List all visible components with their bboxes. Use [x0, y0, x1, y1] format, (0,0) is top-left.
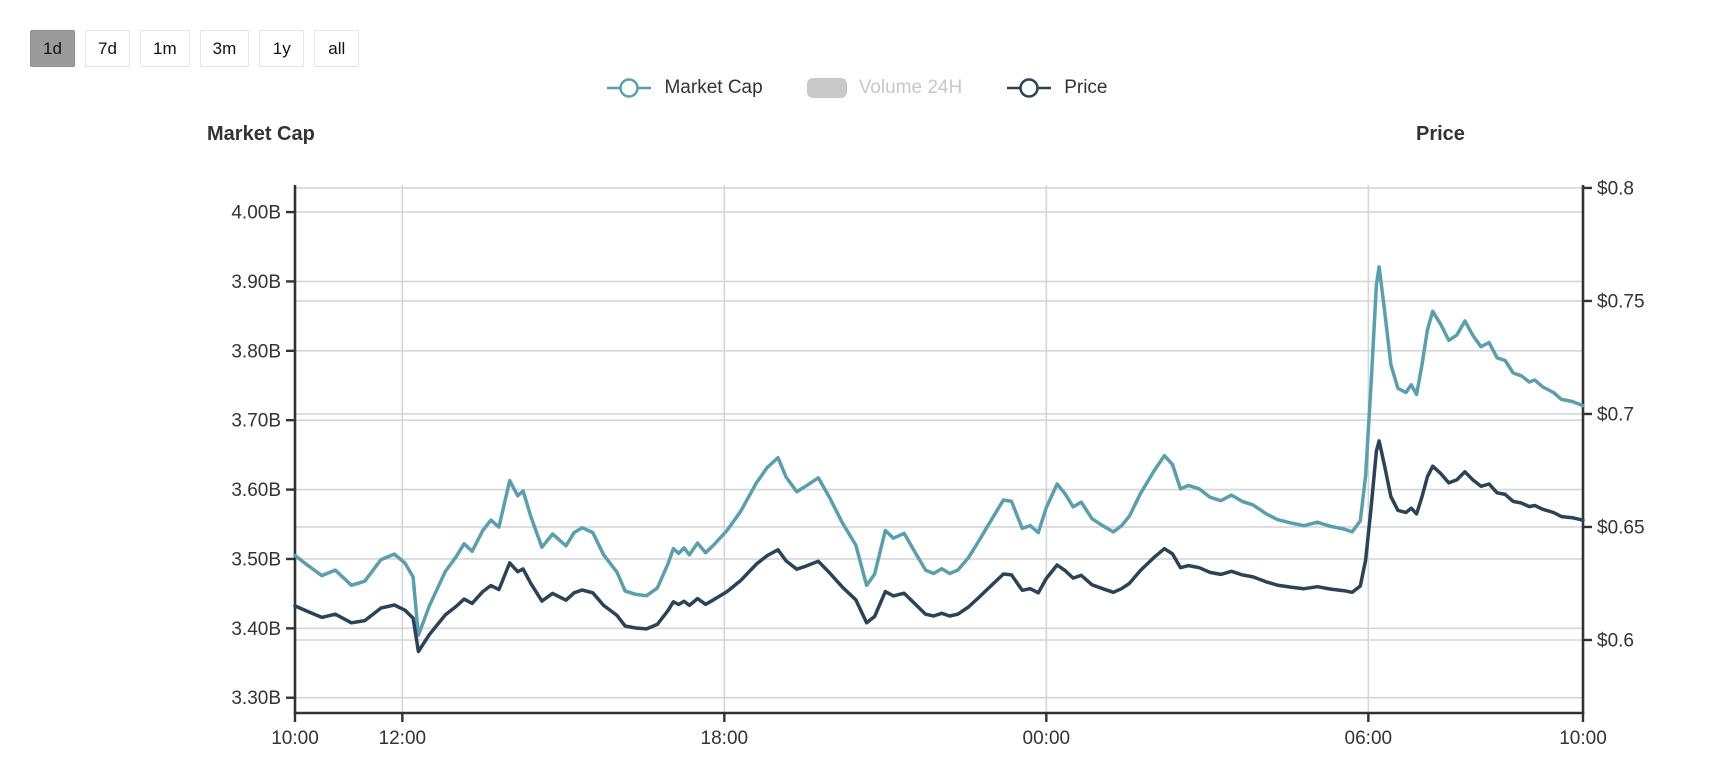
- left-tick-label: 3.50B: [231, 549, 281, 570]
- range-button-1d[interactable]: 1d: [30, 30, 75, 67]
- right-tick-label: $0.6: [1597, 630, 1634, 651]
- left-tick-label: 3.60B: [231, 480, 281, 501]
- series-line-price: [293, 439, 1585, 654]
- x-tick-label: 10:00: [271, 728, 319, 749]
- right-tick-label: $0.7: [1597, 404, 1634, 425]
- right-tick-label: $0.8: [1597, 178, 1634, 199]
- left-tick-label: 3.90B: [231, 272, 281, 293]
- chart-legend: Market Cap Volume 24H Price: [0, 70, 1714, 106]
- right-tick-label: $0.75: [1597, 291, 1645, 312]
- legend-label-volume-24h: Volume 24H: [858, 77, 963, 98]
- x-tick-label: 12:00: [379, 728, 427, 749]
- left-axis-title: Market Cap: [207, 123, 315, 145]
- range-button-1m[interactable]: 1m: [140, 30, 190, 67]
- left-tick-label: 4.00B: [231, 203, 281, 224]
- left-tick-label: 3.40B: [231, 619, 281, 640]
- left-tick-label: 3.30B: [231, 688, 281, 709]
- range-button-7d[interactable]: 7d: [85, 30, 130, 67]
- legend-item-volume-24h[interactable]: Volume 24H: [806, 77, 963, 99]
- line-marker-icon: [1007, 78, 1052, 98]
- range-button-all[interactable]: all: [314, 30, 360, 67]
- x-tick-label: 10:00: [1559, 728, 1607, 749]
- legend-label-market-cap: Market Cap: [664, 77, 763, 98]
- legend-item-market-cap[interactable]: Market Cap: [606, 76, 763, 100]
- right-tick-label: $0.65: [1597, 517, 1645, 538]
- right-axis-title: Price: [1416, 123, 1465, 145]
- line-marker-icon: [607, 78, 652, 98]
- range-button-3m[interactable]: 3m: [199, 30, 250, 67]
- legend-label-price: Price: [1064, 77, 1108, 98]
- legend-item-price[interactable]: Price: [1006, 76, 1108, 100]
- x-tick-label: 00:00: [1023, 728, 1071, 749]
- range-button-1y[interactable]: 1y: [259, 30, 305, 67]
- volume-swatch-icon: [806, 78, 847, 98]
- left-tick-label: 3.70B: [231, 411, 281, 432]
- time-range-selector: 1d 7d 1m 3m 1y all: [30, 30, 360, 67]
- series-line-market-cap: [293, 265, 1585, 638]
- left-tick-label: 3.80B: [231, 341, 281, 362]
- x-tick-label: 06:00: [1345, 728, 1393, 749]
- x-tick-label: 18:00: [701, 728, 749, 749]
